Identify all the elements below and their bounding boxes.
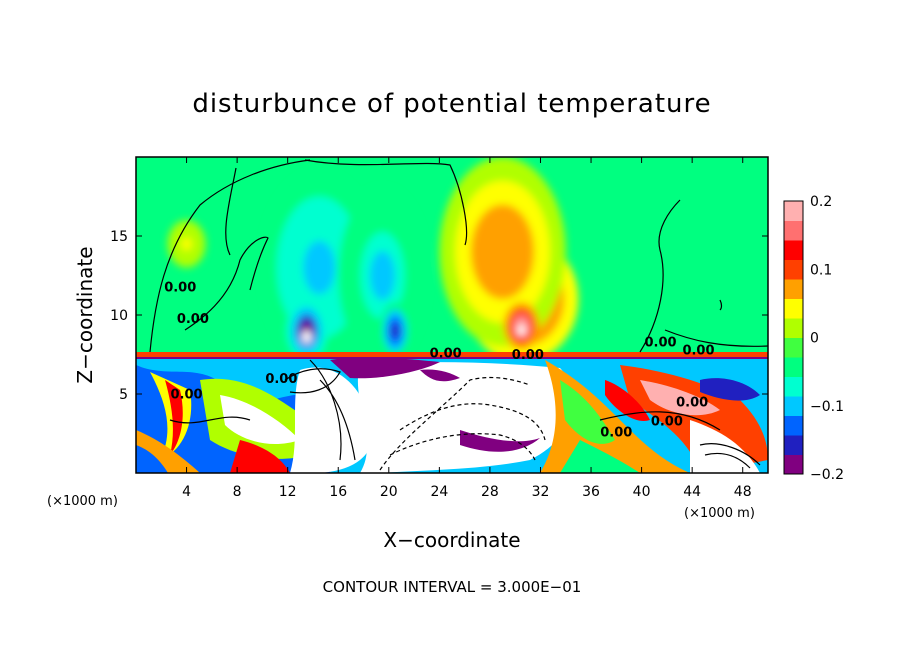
x-axis: 4 8 12 16 20 24 28 32 36 40 44 48 [182, 157, 752, 500]
colorbar-tick-label: −0.2 [810, 467, 844, 483]
colorbar-tick-label: 0.2 [810, 194, 832, 210]
chart-title: disturbunce of potential temperature [192, 89, 711, 119]
y-tick-label: 5 [119, 387, 128, 403]
colorbar-cell [784, 435, 803, 455]
colorbar-cell [784, 357, 803, 377]
feature-layer [167, 157, 579, 363]
colorbar: 0.2 0.1 0 −0.1 −0.2 [783, 194, 844, 483]
x-tick-label: 40 [633, 484, 651, 500]
contour-label: 0.00 [600, 426, 632, 441]
contour-label: 0.00 [171, 388, 203, 403]
contour-label: 0.00 [682, 344, 714, 359]
contour-label: 0.00 [645, 336, 677, 351]
colorbar-cell [784, 415, 803, 436]
y-tick-label: 10 [110, 308, 128, 324]
colorbar-cell [784, 454, 803, 475]
colorbar-tick-label: −0.1 [810, 399, 844, 415]
feature-blob [390, 322, 400, 339]
contour-label: 0.00 [430, 347, 462, 362]
x-unit-left: (×1000 m) [47, 494, 118, 509]
x-tick-label: 20 [380, 484, 398, 500]
x-tick-label: 28 [481, 484, 499, 500]
colorbar-cell [784, 201, 803, 221]
x-tick-label: 24 [430, 484, 448, 500]
contour-label: 0.00 [676, 396, 708, 411]
colorbar-cell [784, 220, 803, 241]
colorbar-cell [784, 376, 803, 397]
colorbar-ticks: 0.2 0.1 0 −0.1 −0.2 [810, 194, 844, 483]
x-tick-label: 48 [734, 484, 752, 500]
colorbar-cell [784, 259, 803, 280]
feature-core [517, 326, 526, 336]
x-tick-label: 36 [582, 484, 600, 500]
x-tick-label: 32 [532, 484, 550, 500]
lower-turbulent-layer [136, 356, 768, 473]
contour-label: 0.00 [177, 312, 209, 327]
colorbar-frame [783, 200, 804, 475]
contour-interval: CONTOUR INTERVAL = 3.000E−01 [323, 578, 582, 596]
colorbar-cells [784, 201, 803, 475]
x-tick-label: 4 [182, 484, 191, 500]
feature-blob [370, 251, 395, 300]
feature-core [301, 330, 312, 344]
contour-label: 0.00 [651, 415, 683, 430]
colorbar-cell [784, 298, 803, 319]
x-tick-label: 8 [233, 484, 242, 500]
contour-label: 0.00 [164, 280, 196, 295]
colorbar-cell [784, 337, 803, 358]
colorbar-tick-label: 0.1 [810, 262, 832, 278]
colorbar-cell [784, 318, 803, 338]
contour-lines [149, 159, 768, 471]
colorbar-cell [784, 396, 803, 416]
plot-area: 0.00 0.00 0.00 0.00 0.00 0.00 0.00 0.00 0.00 0.00… [136, 157, 768, 473]
feature-blob [303, 241, 336, 295]
colorbar-cell [784, 279, 803, 299]
colorbar-cell [784, 240, 803, 260]
colorbar-tick-label: 0 [810, 331, 819, 347]
contour-label-layer: 0.00 0.00 0.00 0.00 0.00 0.00 0.00 0.00 0.00 0.00… [164, 280, 714, 440]
y-tick-label: 15 [110, 229, 128, 245]
feature-blob [181, 237, 192, 251]
contour-label: 0.00 [512, 348, 544, 363]
y-axis: 5 10 15 [110, 229, 768, 403]
x-tick-label: 12 [279, 484, 297, 500]
feature-blob [484, 225, 521, 279]
x-tick-label: 44 [683, 484, 701, 500]
y-axis-title: Z−coordinate [73, 246, 97, 383]
x-unit-right: (×1000 m) [684, 506, 755, 521]
contour-label: 0.00 [265, 372, 297, 387]
x-axis-title: X−coordinate [383, 528, 520, 552]
inversion-band [136, 352, 768, 357]
x-tick-label: 16 [329, 484, 347, 500]
